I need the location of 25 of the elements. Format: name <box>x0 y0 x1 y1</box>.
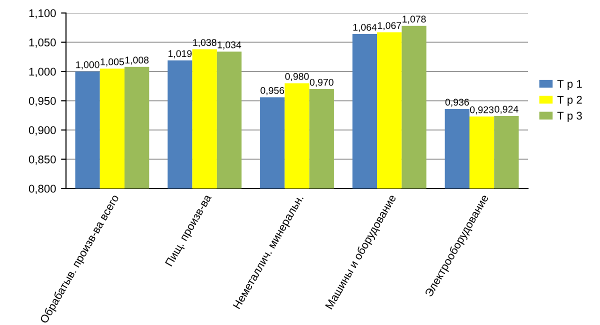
data-label: 0,924 <box>494 106 518 114</box>
data-label: 0,956 <box>260 87 284 96</box>
data-label: 1,005 <box>100 58 124 66</box>
data-label: 1,019 <box>168 50 192 58</box>
data-label: 0,980 <box>285 73 309 82</box>
data-label: 1,008 <box>125 56 149 65</box>
y-tick-label: 1,050 <box>29 38 56 48</box>
data-label: 1,078 <box>402 16 426 24</box>
legend-label: Т р 1 <box>557 80 582 90</box>
data-label: 1,034 <box>218 41 242 50</box>
data-label: 0,936 <box>445 98 469 107</box>
data-label: 1,038 <box>193 39 216 48</box>
y-tick-label: 0,800 <box>28 184 56 194</box>
data-label: 0,970 <box>310 78 334 87</box>
legend-label: Т р 3 <box>557 112 582 122</box>
data-label: 1,000 <box>76 61 100 70</box>
y-tick-label: 0,900 <box>28 126 56 136</box>
legend-label: Т р 2 <box>557 96 582 106</box>
y-tick-label: 1,000 <box>29 68 56 77</box>
data-label: 1,064 <box>353 24 377 32</box>
data-label: 1,067 <box>378 22 402 30</box>
y-tick-label: 1,100 <box>29 9 56 18</box>
data-label: 0,923 <box>470 106 494 114</box>
y-tick-label: 0,950 <box>28 97 56 106</box>
y-tick-label: 0,850 <box>28 156 56 165</box>
